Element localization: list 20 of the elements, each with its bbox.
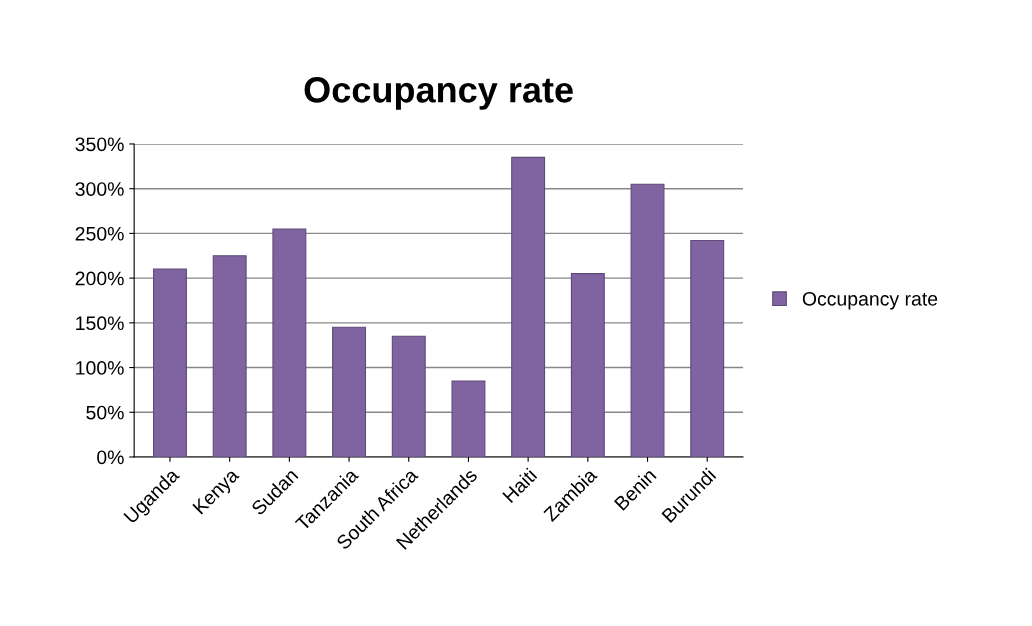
- bar: [451, 380, 486, 457]
- chart-title: Occupancy rate: [304, 77, 573, 110]
- y-tick-label: 350%: [75, 137, 124, 152]
- legend-label: Occupancy rate: [802, 291, 938, 310]
- y-tick-label: 150%: [76, 316, 124, 331]
- bar: [511, 156, 546, 457]
- bar: [153, 268, 187, 457]
- y-tick-label: 250%: [75, 226, 124, 241]
- bar: [630, 183, 665, 457]
- bar: [391, 335, 426, 457]
- bar: [332, 326, 367, 457]
- bar: [212, 255, 247, 457]
- y-tick-label: 200%: [75, 271, 124, 286]
- y-tick-label: 300%: [75, 182, 124, 196]
- bar: [272, 228, 307, 457]
- bar: [690, 240, 725, 457]
- y-tick-label: 100%: [76, 361, 124, 375]
- y-tick-label: 50%: [86, 405, 124, 420]
- y-tick-label: 0%: [97, 450, 124, 465]
- bar: [570, 273, 605, 457]
